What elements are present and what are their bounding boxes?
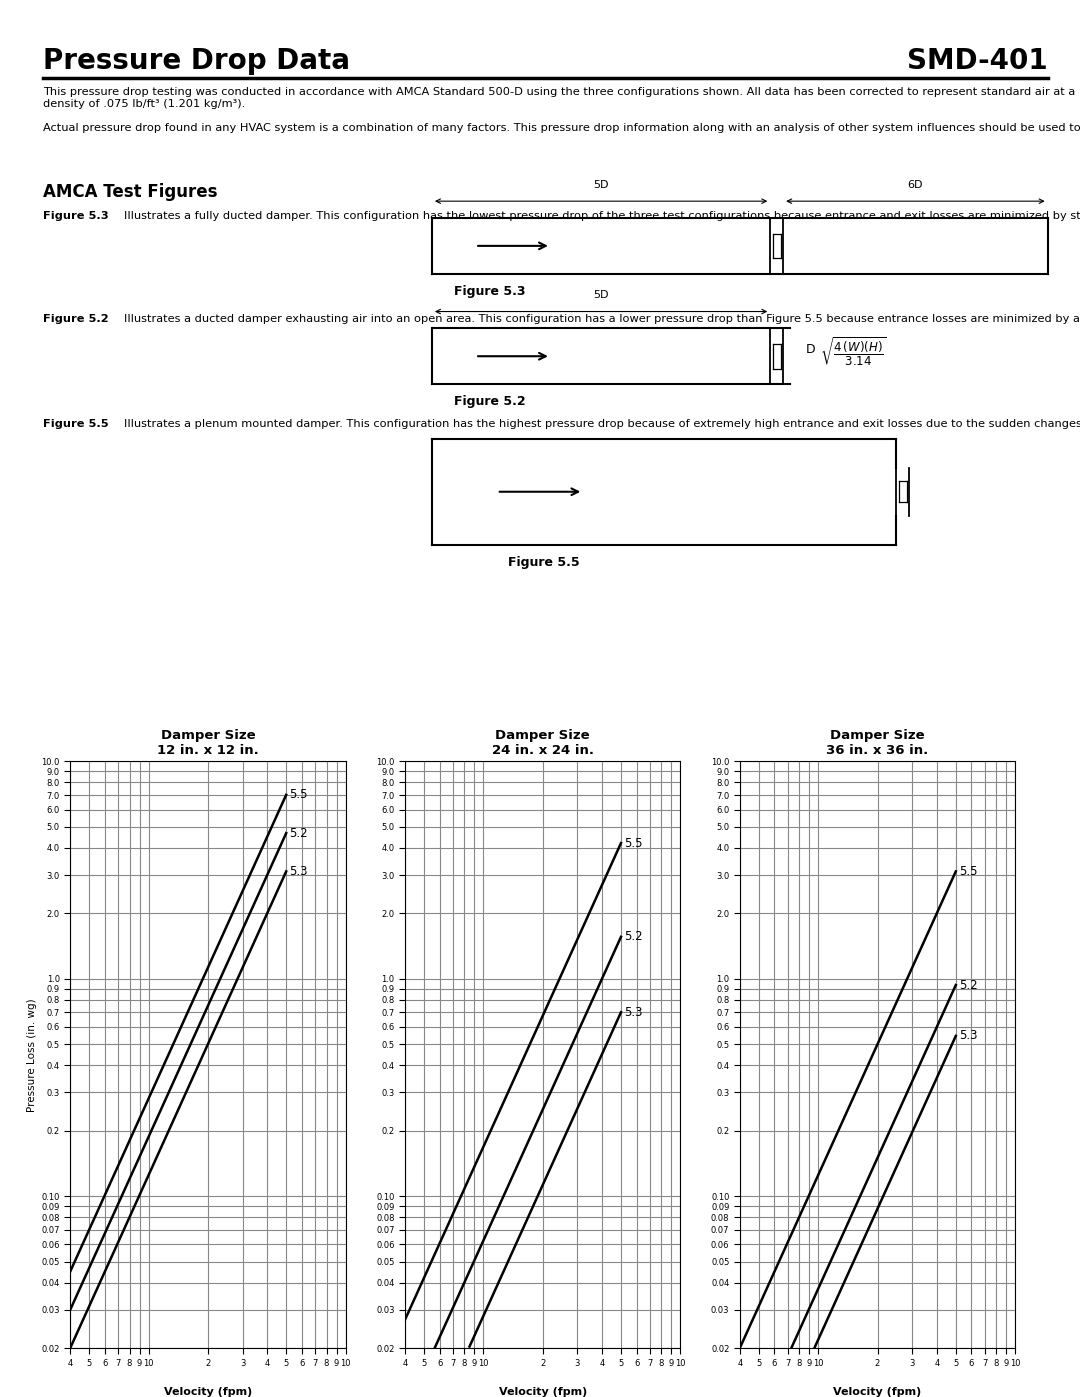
Text: Figure 5.3: Figure 5.3 [454,285,525,298]
Text: 5.5: 5.5 [959,865,977,877]
Title: Damper Size
12 in. x 12 in.: Damper Size 12 in. x 12 in. [157,729,259,757]
Text: Illustrates a ducted damper exhausting air into an open area. This configuration: Illustrates a ducted damper exhausting a… [124,314,1080,324]
X-axis label: Velocity (fpm): Velocity (fpm) [164,1387,252,1397]
Text: 5.2: 5.2 [289,827,308,840]
Text: D: D [806,342,815,356]
Text: SMD-401: SMD-401 [907,47,1048,75]
Text: Figure 5.3: Figure 5.3 [43,211,109,221]
Text: 5.3: 5.3 [624,1006,643,1018]
Text: 5.3: 5.3 [959,1030,977,1042]
Text: Illustrates a plenum mounted damper. This configuration has the highest pressure: Illustrates a plenum mounted damper. Thi… [124,419,1080,429]
Text: Figure 5.2: Figure 5.2 [43,314,109,324]
Text: Illustrates a fully ducted damper. This configuration has the lowest pressure dr: Illustrates a fully ducted damper. This … [124,211,1080,221]
Y-axis label: Pressure Loss (in. wg): Pressure Loss (in. wg) [27,997,37,1112]
X-axis label: Velocity (fpm): Velocity (fpm) [834,1387,921,1397]
Text: This pressure drop testing was conducted in accordance with AMCA Standard 500-D : This pressure drop testing was conducted… [43,87,1076,109]
Text: 5.3: 5.3 [289,865,308,877]
Title: Damper Size
36 in. x 36 in.: Damper Size 36 in. x 36 in. [826,729,929,757]
Text: Figure 5.5: Figure 5.5 [508,556,579,569]
Text: Pressure Drop Data: Pressure Drop Data [43,47,350,75]
Text: Figure 5.2: Figure 5.2 [454,395,525,408]
Text: 5D: 5D [593,180,609,190]
Title: Damper Size
24 in. x 24 in.: Damper Size 24 in. x 24 in. [491,729,594,757]
Text: AMCA Test Figures: AMCA Test Figures [43,183,218,201]
Text: 5D: 5D [593,291,609,300]
Text: 5.2: 5.2 [959,978,977,992]
Text: Figure 5.5: Figure 5.5 [43,419,109,429]
Text: 5.5: 5.5 [289,788,308,802]
Text: 5.5: 5.5 [624,837,643,849]
Text: 6D: 6D [907,180,923,190]
Text: Actual pressure drop found in any HVAC system is a combination of many factors. : Actual pressure drop found in any HVAC s… [43,123,1080,133]
X-axis label: Velocity (fpm): Velocity (fpm) [499,1387,586,1397]
Text: $\sqrt{\dfrac{4\,(W)(H)}{3.14}}$: $\sqrt{\dfrac{4\,(W)(H)}{3.14}}$ [820,335,887,369]
Text: 5.2: 5.2 [624,930,643,943]
